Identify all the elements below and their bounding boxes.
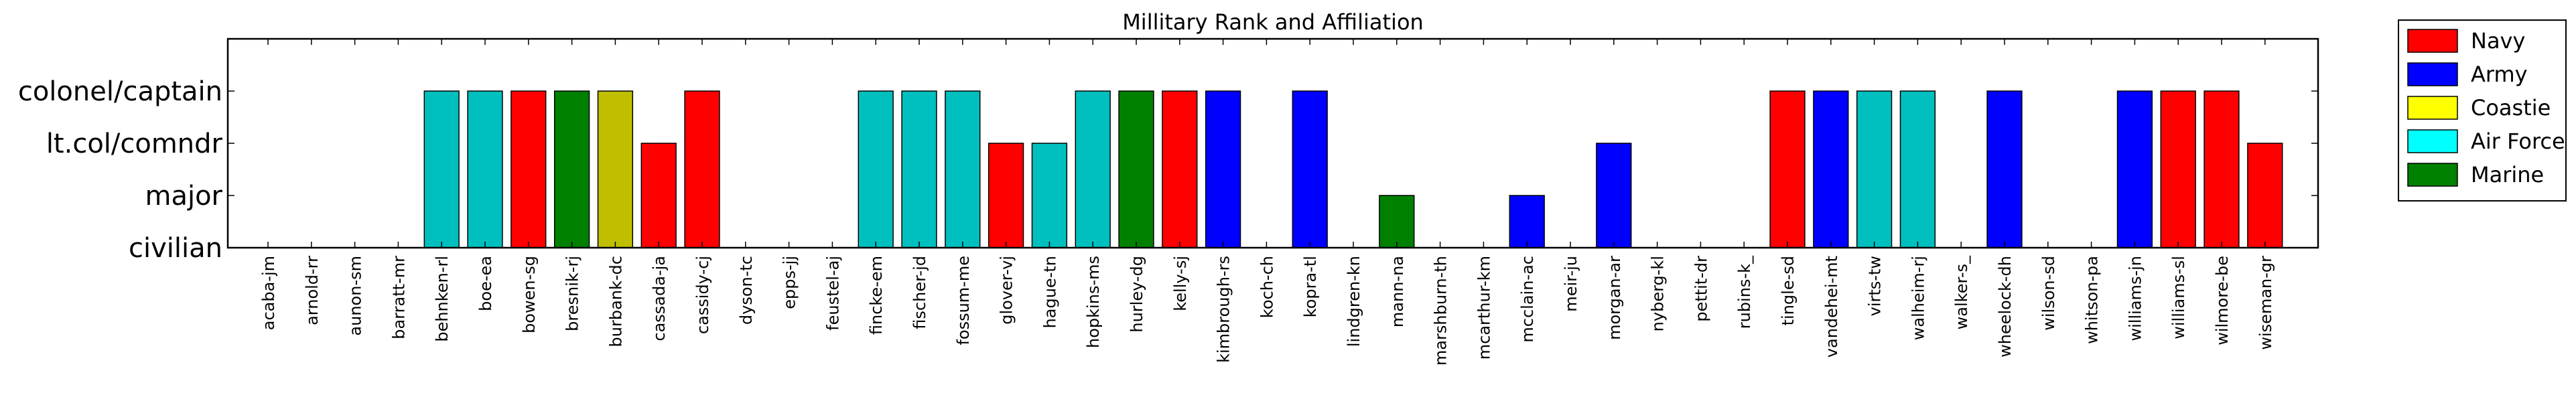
legend-swatch [2407,163,2458,187]
x-tick-label: williams-sl [2169,256,2188,339]
x-tick-label: morgan-ar [1605,256,1624,340]
x-tick-label: burbank-dc [606,256,625,347]
x-tick-label: meir-ju [1562,256,1580,312]
x-tick-label: marshburn-th [1432,256,1450,366]
x-tick-label: lindgren-kn [1345,256,1363,347]
x-tick-label: williams-jn [2126,256,2145,341]
bar-tingle-sd [1769,90,1806,248]
bar-kelly-sj [1162,90,1198,248]
y-tick-label: major [145,181,222,212]
bar-mann-na [1379,195,1415,248]
bar-williams-jn [2116,90,2153,248]
x-tick-label: glover-vj [998,256,1016,325]
x-tick-label: walheim-rj [1909,256,1927,340]
bar-mcclain-ac [1509,195,1545,248]
bar-kimbrough-rs [1205,90,1241,248]
x-tick-label: wiseman-gr [2256,256,2275,350]
bar-williams-sl [2160,90,2196,248]
legend-swatch [2407,96,2458,120]
x-tick-label: barratt-mr [389,256,408,339]
x-tick-label: kimbrough-rs [1215,256,1233,363]
bar-walheim-rj [1899,90,1936,248]
legend-label: Air Force [2471,129,2565,154]
x-tick-label: mcarthur-km [1475,256,1493,360]
bar-wilmore-be [2204,90,2240,248]
x-tick-label: fischer-jd [910,256,929,329]
x-tick-label: pettit-dr [1692,256,1710,322]
bar-hopkins-ms [1075,90,1111,248]
bars-layer [423,90,2283,248]
bar-vandehei-mt [1813,90,1849,248]
legend-label: Marine [2471,162,2544,187]
x-tick-label: bresnik-rj [563,256,582,331]
bar-hague-tn [1031,143,1068,248]
chart-title: Millitary Rank and Affiliation [1122,9,1424,35]
x-tick-label: hague-tn [1040,256,1059,328]
x-tick-label: behnken-rl [433,256,452,342]
legend-swatch [2407,29,2458,53]
x-tick-label: whitson-pa [2083,256,2102,344]
x-tick-label: feustel-aj [823,256,842,331]
x-tick-label: epps-jj [781,256,799,309]
x-tick-label: kopra-tl [1301,256,1320,317]
legend-label: Navy [2471,28,2525,54]
bar-morgan-ar [1596,143,1632,248]
bar-hurley-dg [1118,90,1154,248]
x-tick-label: acaba-jm [259,256,278,330]
bar-wheelock-dh [1986,90,2023,248]
y-tick-label: lt.col/comndr [46,129,223,159]
y-tick-label: civilian [129,233,222,264]
x-tick-label: rubins-k_ [1735,255,1754,329]
bar-wiseman-gr [2247,143,2283,248]
x-tick-label: dyson-tc [737,256,756,325]
x-tick-label: nyberg-kl [1649,256,1668,331]
bar-bresnik-rj [553,90,590,248]
legend-label: Army [2471,62,2528,87]
y-axis: civilian major lt.col/comndr colonel/captai… [18,76,2318,264]
bar-kopra-tl [1292,90,1328,248]
x-tick-label: cassidy-cj [693,256,712,334]
bar-fincke-em [858,90,894,248]
y-tick-label: colonel/captain [18,76,222,107]
x-tick-label: cassada-ja [650,256,669,341]
bar-cassada-ja [640,143,677,248]
x-tick-label: hurley-dg [1128,256,1146,333]
legend-swatch [2407,129,2458,153]
legend: Navy Army Coastie Air Force Marine [2398,19,2567,202]
x-tick-label: fincke-em [867,256,886,335]
legend-label: Coastie [2471,95,2551,121]
bar-fossum-me [945,90,981,248]
bar-virts-tw [1856,90,1893,248]
x-tick-label: wilmore-be [2213,256,2232,345]
x-tick-label: virts-tw [1866,256,1885,316]
bar-boe-ea [467,90,503,248]
bar-glover-vj [988,143,1024,248]
x-tick-label: aunon-sm [346,256,365,336]
x-tick-label: mann-na [1388,256,1407,327]
x-tick-label: hopkins-ms [1084,256,1103,348]
x-tick-label: fossum-me [954,256,973,345]
x-tick-label: boe-ea [476,256,495,311]
bar-bowen-sg [511,90,547,248]
x-tick-label: tingle-sd [1779,256,1798,325]
x-tick-label: wheelock-dh [1996,256,2015,358]
x-tick-label: vandehei-mt [1822,256,1841,358]
x-tick-label: kelly-sj [1171,256,1190,311]
x-tick-label: bowen-sg [520,256,539,333]
x-tick-label: wilson-sd [2039,256,2058,331]
bar-cassidy-cj [684,90,720,248]
legend-swatch [2407,62,2458,86]
bar-behnken-rl [423,90,460,248]
x-tick-label: koch-ch [1258,256,1276,318]
x-tick-label: mcclain-ac [1518,256,1537,343]
bar-fischer-jd [901,90,937,248]
x-tick-label: walker-s_ [1952,255,1971,329]
x-axis: acaba-jm arnold-rr aunon-sm barratt-mr behnk… [259,39,2275,366]
x-tick-label: arnold-rr [303,256,322,325]
bar-burbank-dc [597,90,634,248]
